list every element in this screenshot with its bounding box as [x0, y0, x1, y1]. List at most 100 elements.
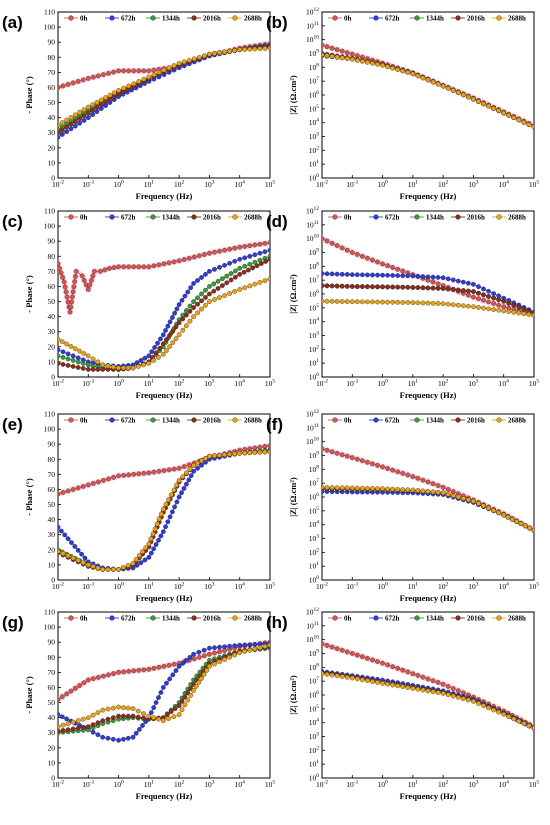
data-point	[81, 351, 87, 356]
data-point	[62, 284, 68, 290]
x-tick-label: 10-2	[52, 180, 64, 190]
x-tick-label: 105	[265, 379, 276, 389]
data-point	[212, 51, 217, 56]
legend-marker	[414, 15, 420, 21]
legend-marker	[414, 615, 420, 621]
data-point	[217, 649, 222, 655]
data-point	[445, 684, 451, 689]
data-point	[435, 680, 441, 685]
y-tick-label: 10	[48, 158, 56, 167]
data-point	[400, 284, 406, 290]
data-point	[455, 302, 461, 308]
y-tick-label: 107	[309, 76, 320, 86]
x-tick-label: 102	[174, 180, 185, 190]
data-point	[521, 119, 527, 125]
data-point	[390, 664, 396, 670]
data-point	[263, 259, 269, 264]
data-point	[370, 679, 375, 684]
data-point	[430, 689, 436, 695]
data-point	[349, 56, 355, 62]
data-point	[360, 677, 365, 683]
data-point	[425, 274, 431, 280]
x-tick-label: 10-2	[52, 780, 64, 790]
data-point	[75, 79, 81, 84]
y-axis-title: |Z| (Ω.cm²)	[288, 675, 298, 715]
y-tick-label: 70	[48, 668, 56, 677]
data-point	[466, 697, 471, 703]
data-point	[505, 514, 511, 520]
data-point	[329, 298, 335, 304]
data-point	[116, 737, 121, 743]
data-point	[466, 280, 471, 286]
y-tick-label: 110	[44, 608, 55, 617]
data-point	[100, 734, 106, 740]
data-point	[101, 478, 106, 483]
data-point	[232, 245, 238, 251]
data-point	[106, 672, 111, 678]
data-point	[151, 67, 157, 73]
x-tick-label: 103	[204, 582, 215, 592]
data-point	[169, 509, 175, 515]
data-point	[354, 676, 360, 682]
data-point	[136, 264, 142, 270]
data-point	[395, 273, 401, 278]
data-point	[160, 341, 166, 347]
x-tick-label: 102	[174, 780, 185, 790]
legend-marker	[332, 615, 338, 621]
legend-marker	[232, 417, 238, 423]
data-point	[70, 364, 76, 369]
data-point	[385, 299, 390, 305]
data-point	[496, 302, 502, 308]
data-point	[191, 314, 196, 320]
x-tick-label: 10-1	[82, 582, 94, 592]
data-point	[511, 302, 517, 308]
data-point	[204, 667, 210, 673]
data-point	[110, 715, 116, 721]
legend-marker	[496, 214, 502, 220]
data-point	[199, 676, 204, 681]
data-point	[455, 287, 461, 293]
data-point	[501, 308, 507, 314]
data-point	[156, 468, 162, 474]
data-point	[68, 115, 74, 120]
y-tick-label: 1011	[306, 621, 319, 631]
data-point	[400, 470, 406, 476]
data-point	[173, 336, 179, 342]
chart-panel-d: (d) 10-2 10-1 100 101 102 103 104 105 100 101 102 10…	[266, 206, 539, 400]
data-point	[94, 105, 100, 110]
data-point	[496, 709, 502, 715]
data-point	[334, 299, 340, 304]
x-tick-label: 10-1	[346, 180, 358, 190]
y-tick-label: 109	[309, 248, 320, 258]
data-point	[252, 281, 258, 287]
legend-marker	[150, 417, 156, 423]
y-tick-label: 70	[48, 68, 56, 77]
y-tick-label: 20	[48, 743, 56, 752]
data-point	[70, 555, 76, 561]
data-point	[171, 714, 177, 720]
legend-label: 672h	[385, 214, 400, 222]
data-point	[116, 88, 121, 93]
data-point	[390, 299, 396, 305]
data-point	[59, 339, 65, 345]
data-point	[527, 525, 533, 531]
data-point	[75, 359, 81, 365]
x-tick-label: 100	[377, 780, 388, 790]
data-point	[58, 265, 62, 271]
data-point	[73, 274, 78, 279]
legend-label: 2016h	[467, 615, 485, 623]
data-point	[339, 271, 345, 277]
y-axis-title: - Phase (°)	[24, 478, 34, 516]
legend-marker	[232, 15, 238, 21]
y-tick-label: 10	[48, 560, 56, 569]
data-point	[101, 72, 106, 78]
data-point	[380, 660, 385, 666]
data-point	[90, 107, 95, 113]
data-point	[183, 657, 189, 663]
y-tick-label: 102	[309, 547, 320, 557]
data-point	[130, 561, 136, 566]
data-point	[164, 680, 169, 686]
data-point	[440, 286, 446, 291]
data-point	[140, 549, 145, 555]
data-point	[486, 299, 491, 305]
